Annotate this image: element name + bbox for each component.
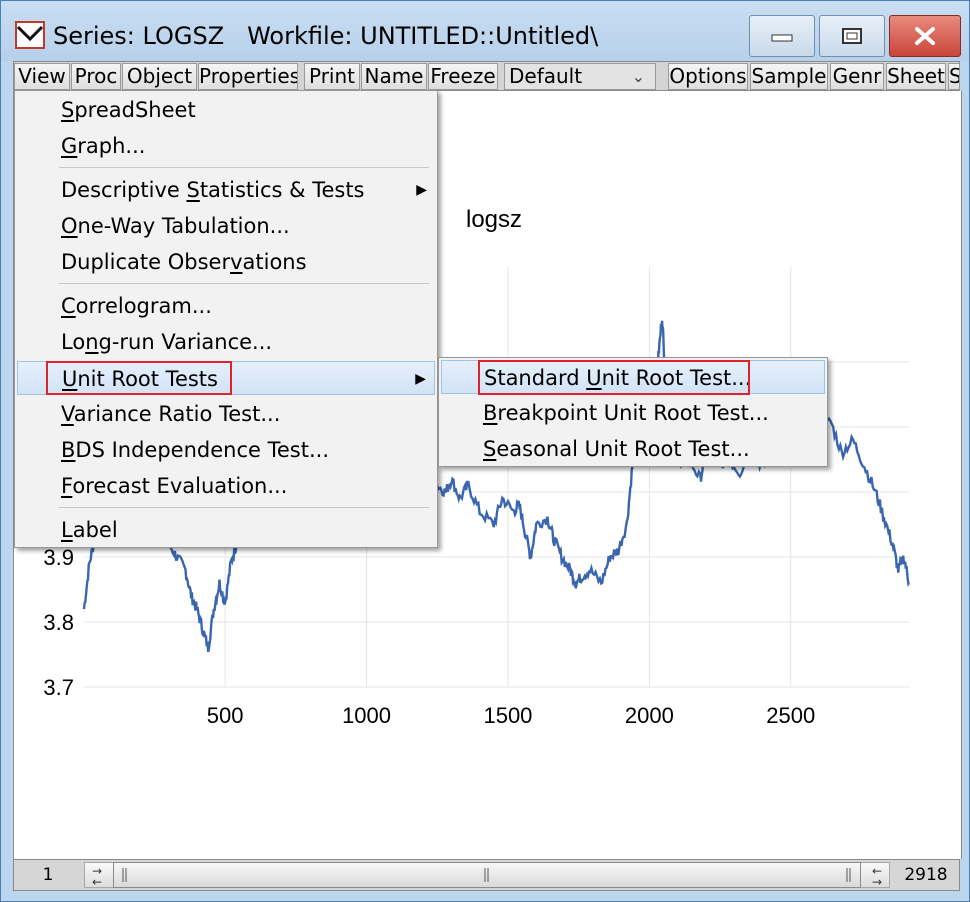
x-tick-label: 2500 [766, 703, 815, 728]
view-button[interactable]: View [14, 63, 70, 90]
genr-button[interactable]: Genr [830, 63, 884, 90]
view-menu: SpreadSheet Graph... Descriptive Statist… [14, 90, 438, 548]
menu-item-seasonal-unit-root-test[interactable]: Seasonal Unit Root Test... [483, 437, 750, 461]
name-button[interactable]: Name [361, 63, 427, 90]
menu-item-label[interactable]: Label [61, 518, 118, 542]
submenu-arrow-icon: ▶ [415, 371, 426, 387]
close-button[interactable] [889, 15, 961, 57]
menu-item-spreadsheet[interactable]: SpreadSheet [61, 98, 196, 122]
grip-icon [122, 868, 127, 882]
proc-button[interactable]: Proc [71, 63, 121, 90]
y-tick-label: 3.7 [43, 675, 74, 700]
sample-end: 2918 [893, 860, 959, 890]
title-bar[interactable]: Series: LOGSZ Workfile: UNTITLED::Untitl… [1, 1, 969, 61]
menu-item-correlogram[interactable]: Correlogram... [61, 294, 212, 318]
menu-item-graph[interactable]: Graph... [61, 134, 146, 158]
highlight-box-standard-unit-root-test [478, 360, 750, 395]
maximize-button[interactable] [819, 15, 885, 57]
menu-item-bds-independence-test[interactable]: BDS Independence Test... [61, 438, 329, 462]
grip-icon [484, 868, 489, 882]
view-mode-dropdown[interactable]: Default ⌄ [504, 63, 656, 90]
scroll-left-arrows-icon[interactable]: → ← [91, 864, 103, 889]
menu-item-unit-root-tests[interactable]: Unit Root Tests ▶ [17, 361, 435, 395]
options-button[interactable]: Options [668, 63, 748, 90]
sheet-button[interactable]: Sheet [886, 63, 946, 90]
properties-button[interactable]: Properties [198, 63, 298, 90]
freeze-button[interactable]: Freeze [428, 63, 498, 90]
menu-separator [59, 283, 429, 284]
y-tick-label: 3.9 [43, 545, 74, 570]
maximize-icon [842, 28, 862, 44]
minimize-button[interactable] [749, 15, 815, 57]
unit-root-submenu: Standard Unit Root Test... Breakpoint Un… [438, 357, 828, 467]
menu-item-descriptive-statistics[interactable]: Descriptive Statistics & Tests ▶ [17, 173, 435, 207]
toolbar: View Proc Object Properties Print Name F… [13, 61, 960, 91]
stats-button[interactable]: S [948, 63, 960, 90]
chevron-down-icon: ⌄ [631, 67, 645, 86]
x-tick-label: 2000 [625, 703, 674, 728]
eviews-series-icon [15, 21, 45, 49]
print-button[interactable]: Print [304, 63, 360, 90]
grip-icon [846, 868, 851, 882]
scroll-thumb[interactable] [113, 862, 861, 888]
submenu-arrow-icon: ▶ [416, 182, 427, 198]
view-mode-value: Default [509, 64, 583, 88]
menu-separator [59, 167, 429, 168]
object-button[interactable]: Object [122, 63, 197, 90]
sample-button[interactable]: Sample [750, 63, 828, 90]
menu-item-forecast-evaluation[interactable]: Forecast Evaluation... [61, 474, 288, 498]
menu-item-long-run-variance[interactable]: Long-run Variance... [61, 330, 273, 354]
sample-scrollbar[interactable]: → ← ← → [84, 862, 890, 888]
window-title: Series: LOGSZ Workfile: UNTITLED::Untitl… [53, 22, 599, 50]
menu-separator [59, 507, 429, 508]
menu-item-variance-ratio-test[interactable]: Variance Ratio Test... [61, 402, 281, 426]
menu-item-one-way-tabulation[interactable]: One-Way Tabulation... [61, 214, 290, 238]
sample-start: 1 [14, 860, 82, 890]
close-icon [915, 27, 935, 45]
scroll-right-arrows-icon[interactable]: ← → [871, 864, 883, 889]
chart-title: logsz [466, 206, 523, 233]
minimize-icon [771, 34, 793, 42]
menu-item-breakpoint-unit-root-test[interactable]: Breakpoint Unit Root Test... [483, 401, 769, 425]
menu-item-standard-unit-root-test[interactable]: Standard Unit Root Test... [441, 360, 825, 394]
x-tick-label: 500 [207, 703, 244, 728]
x-tick-label: 1500 [483, 703, 532, 728]
y-tick-label: 3.8 [43, 610, 74, 635]
highlight-box-unit-root-tests [46, 361, 232, 395]
x-tick-label: 1000 [342, 703, 391, 728]
menu-item-duplicate-observations[interactable]: Duplicate Observations [61, 250, 307, 274]
status-bar: 1 → ← ← → 2918 [13, 859, 960, 891]
